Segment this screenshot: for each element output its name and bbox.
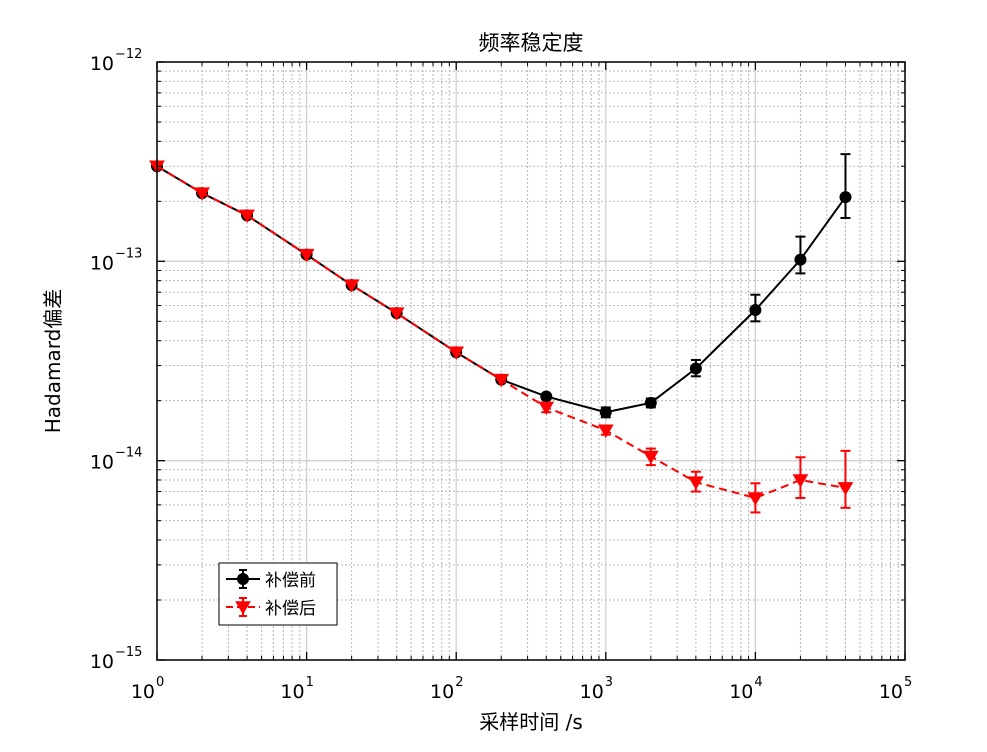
x-tick-label-4: 10 4 xyxy=(729,675,762,703)
x-tick-base: 10 xyxy=(580,681,604,703)
x-tick-exponent: 5 xyxy=(904,675,912,690)
legend-marker xyxy=(235,601,251,615)
plot-area xyxy=(157,62,905,660)
series-0-point xyxy=(794,253,807,266)
y-tick-exponent: −12 xyxy=(115,47,142,62)
legend-label-0: 补偿前 xyxy=(265,571,316,591)
x-tick-base: 10 xyxy=(729,681,753,703)
legend-box xyxy=(218,562,338,626)
y-tick-label-0: 10 −15 xyxy=(90,645,143,673)
x-tick-base: 10 xyxy=(430,681,454,703)
x-tick-exponent: 0 xyxy=(156,675,164,690)
series-1-point xyxy=(597,424,614,438)
series-layer xyxy=(149,153,854,514)
series-1-point xyxy=(837,482,854,496)
x-axis-label: 采样时间 /s xyxy=(479,710,583,734)
legend: 补偿前 补偿后 xyxy=(218,562,338,626)
y-tick-label-2: 10 −13 xyxy=(90,246,143,274)
legend-label-1: 补偿后 xyxy=(265,599,316,619)
series-1-point xyxy=(388,307,405,321)
series-1-point xyxy=(687,476,704,490)
chart-title: 频率稳定度 xyxy=(479,31,584,55)
series-1-point xyxy=(747,492,764,506)
x-tick-base: 10 xyxy=(280,681,304,703)
y-tick-base: 10 xyxy=(90,651,114,673)
series-1-point xyxy=(239,209,255,224)
x-tick-exponent: 2 xyxy=(455,675,463,690)
series-1-point xyxy=(448,346,465,360)
y-tick-base: 10 xyxy=(90,53,114,75)
series-0-error-bar xyxy=(840,153,851,219)
x-tick-base: 10 xyxy=(879,681,903,703)
x-tick-label-3: 10 3 xyxy=(580,675,613,703)
series-0-point xyxy=(540,390,553,403)
series-0-point xyxy=(749,303,762,316)
series-0-point xyxy=(644,396,657,409)
series-0-point xyxy=(599,406,612,419)
x-tick-base: 10 xyxy=(131,681,155,703)
x-tick-label-2: 10 2 xyxy=(430,675,463,703)
x-tick-label-1: 10 1 xyxy=(280,675,313,703)
plot-frame xyxy=(156,61,906,661)
y-tick-label-1: 10 −14 xyxy=(90,446,143,474)
legend-sample-0 xyxy=(226,569,260,589)
series-1 xyxy=(149,160,854,514)
series-1-point xyxy=(493,373,510,388)
series-0-point xyxy=(839,191,852,204)
x-tick-label-5: 10 5 xyxy=(879,675,912,703)
series-1-point xyxy=(792,474,809,488)
y-tick-base: 10 xyxy=(90,452,114,474)
y-tick-label-3: 10 −12 xyxy=(90,47,143,75)
series-1-point xyxy=(298,248,315,263)
x-tick-exponent: 1 xyxy=(306,675,314,690)
legend-marker xyxy=(237,573,249,585)
x-tick-label-0: 10 0 xyxy=(131,675,164,703)
x-tick-exponent: 3 xyxy=(605,675,613,690)
series-1-point xyxy=(194,187,210,201)
series-1-point xyxy=(343,279,360,293)
series-1-point xyxy=(642,450,659,465)
y-tick-base: 10 xyxy=(90,252,114,274)
series-1-error-bar xyxy=(840,449,851,509)
x-tick-exponent: 4 xyxy=(754,675,762,690)
y-tick-exponent: −15 xyxy=(115,645,142,660)
y-axis-label: Hadamard偏差 xyxy=(41,289,65,434)
y-tick-exponent: −13 xyxy=(115,246,142,261)
series-0-point xyxy=(689,362,702,375)
series-1-point xyxy=(538,401,555,416)
y-tick-exponent: −14 xyxy=(115,446,142,461)
legend-sample-1 xyxy=(226,597,260,617)
